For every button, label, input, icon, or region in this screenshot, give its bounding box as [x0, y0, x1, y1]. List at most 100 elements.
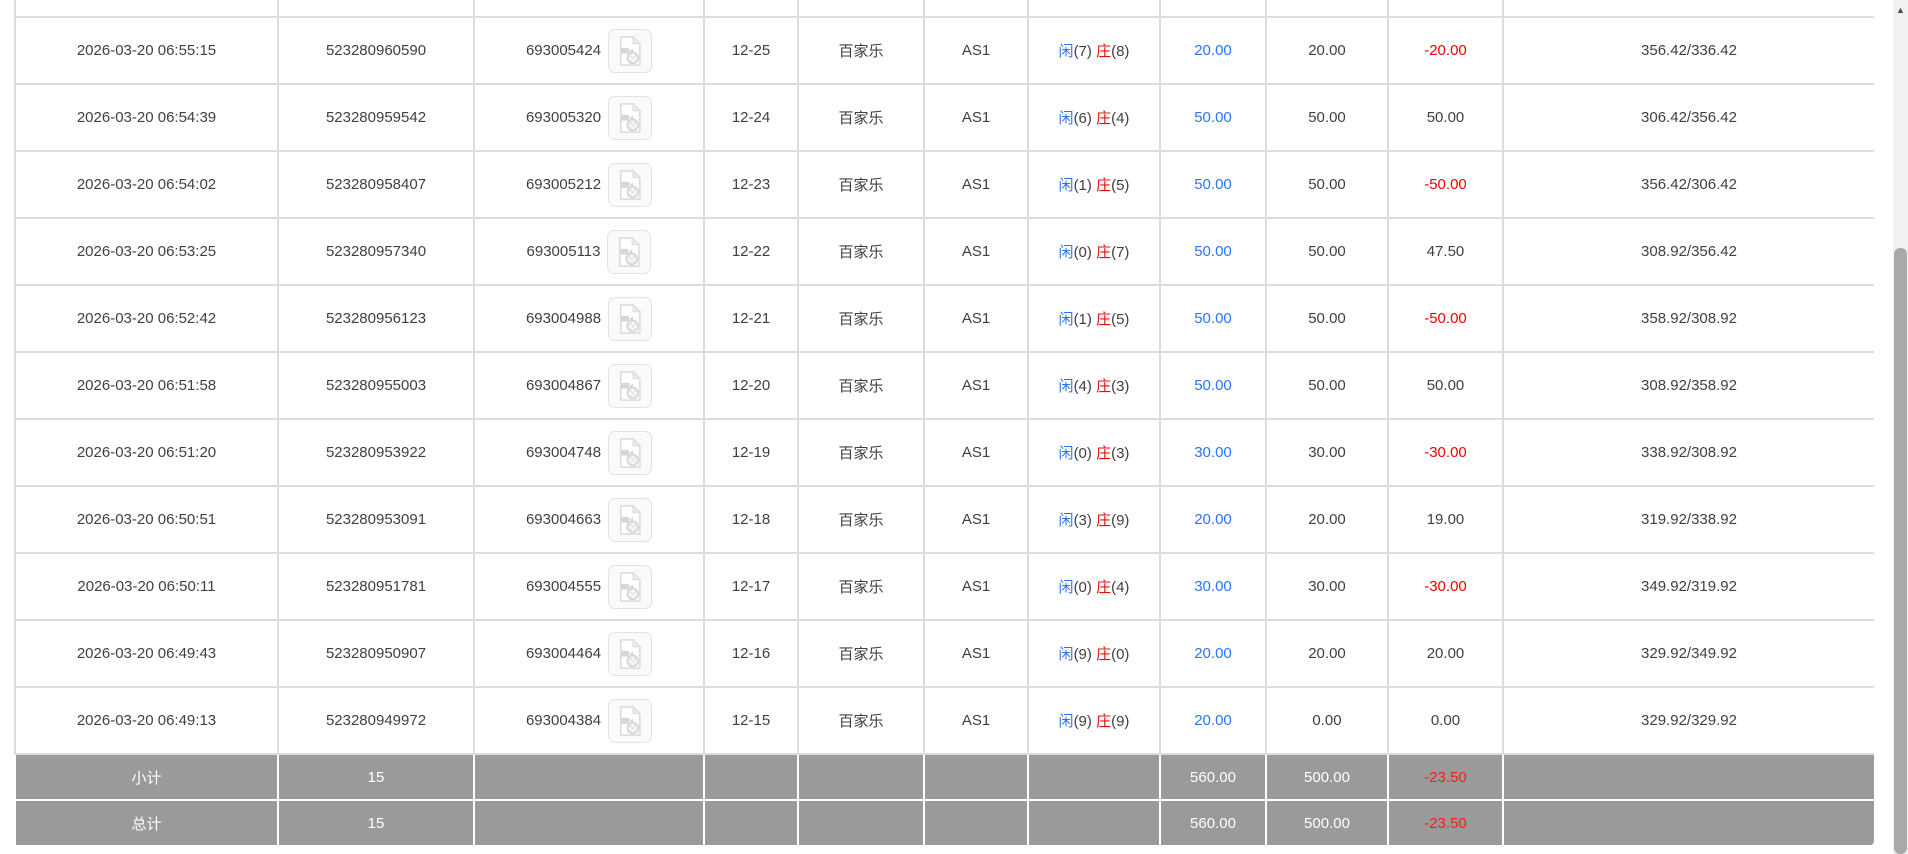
cell-valid-amount: 50.00	[1265, 150, 1389, 219]
video-file-icon	[619, 637, 642, 669]
cell-round: 12-24	[703, 83, 799, 152]
video-file-icon	[619, 570, 642, 602]
banker-label: 庄	[1096, 445, 1112, 462]
video-replay-button[interactable]	[607, 229, 652, 274]
cell-balance: 306.42/356.42	[1502, 83, 1874, 152]
table-row: 2026-03-20 06:53:25 523280957340 6930051…	[14, 217, 1874, 286]
cell-bet-amount: 20.00	[1159, 16, 1267, 85]
cell-balance: 358.92/308.92	[1502, 284, 1874, 353]
video-replay-button[interactable]	[608, 296, 653, 341]
banker-points: (3)	[1111, 378, 1130, 395]
cell-table-name: AS1	[923, 284, 1029, 353]
cell-bet-amount: 50.00	[1159, 217, 1267, 286]
game-number: 693004464	[525, 645, 602, 662]
player-points: (0)	[1073, 244, 1092, 261]
bet-records-table-wrap: 2026-03-20 06:55:15 523280960590 6930054…	[14, 0, 1874, 847]
cell-result: 闲(0) 庄(7)	[1027, 217, 1161, 286]
player-points: (6)	[1073, 110, 1092, 127]
cell-table-name: AS1	[923, 83, 1029, 152]
video-replay-button[interactable]	[608, 430, 653, 475]
video-replay-button[interactable]	[608, 497, 653, 542]
banker-label: 庄	[1096, 512, 1112, 529]
cell-valid-amount: 20.00	[1265, 619, 1389, 688]
cell-balance: 308.92/356.42	[1502, 217, 1874, 286]
cell-result: 闲(1) 庄(5)	[1027, 284, 1161, 353]
cell-win-loss: 50.00	[1387, 351, 1504, 420]
cell-balance: 338.92/308.92	[1502, 418, 1874, 487]
cell-round: 12-22	[703, 217, 799, 286]
cell-bet-id: 523280949972	[277, 686, 475, 755]
video-replay-button[interactable]	[608, 28, 653, 73]
cell-game-type: 百家乐	[797, 552, 925, 621]
scrollbar-thumb[interactable]	[1894, 248, 1907, 854]
player-points: (3)	[1073, 512, 1092, 529]
video-replay-button[interactable]	[608, 95, 653, 140]
player-label: 闲	[1058, 110, 1074, 127]
cell-bet-amount: 20.00	[1159, 485, 1267, 554]
game-number: 693005320	[525, 109, 602, 126]
cell-bet-time: 2026-03-20 06:49:13	[14, 686, 279, 755]
banker-points: (5)	[1111, 311, 1130, 328]
cell-bet-id: 523280957340	[277, 217, 475, 286]
cell-bet-time: 2026-03-20 06:55:15	[14, 16, 279, 85]
player-label: 闲	[1058, 445, 1074, 462]
cell-game-type: 百家乐	[797, 619, 925, 688]
cell-game-type: 百家乐	[797, 83, 925, 152]
video-file-icon	[619, 34, 642, 66]
video-replay-button[interactable]	[608, 631, 653, 676]
cell-bet-id: 523280956123	[277, 284, 475, 353]
cell-balance: 319.92/338.92	[1502, 485, 1874, 554]
video-file-icon	[619, 302, 642, 334]
cell-game-type: 百家乐	[797, 16, 925, 85]
game-number: 693005424	[525, 42, 602, 59]
video-replay-button[interactable]	[608, 363, 653, 408]
subtotal-valid-amount: 500.00	[1265, 753, 1389, 801]
cell-bet-amount: 50.00	[1159, 284, 1267, 353]
table-row: 2026-03-20 06:49:13 523280949972 6930043…	[14, 686, 1874, 755]
banker-points: (3)	[1111, 445, 1130, 462]
cell-game-type: 百家乐	[797, 284, 925, 353]
table-row: 2026-03-20 06:49:43 523280950907 6930044…	[14, 619, 1874, 688]
cell-valid-amount: 50.00	[1265, 351, 1389, 420]
cell-game-type: 百家乐	[797, 217, 925, 286]
player-label: 闲	[1058, 579, 1074, 596]
cell-result: 闲(0) 庄(3)	[1027, 418, 1161, 487]
cell-game-number: 693004555	[473, 552, 705, 621]
cell-valid-amount: 20.00	[1265, 485, 1389, 554]
subtotal-count: 15	[277, 753, 475, 801]
cell-bet-time: 2026-03-20 06:49:43	[14, 619, 279, 688]
game-number: 693004988	[525, 310, 602, 327]
table-row: 2026-03-20 06:50:11 523280951781 6930045…	[14, 552, 1874, 621]
table-row: 2026-03-20 06:55:15 523280960590 6930054…	[14, 16, 1874, 85]
video-replay-button[interactable]	[608, 162, 653, 207]
cell-game-number: 693004464	[473, 619, 705, 688]
total-valid-amount: 500.00	[1265, 799, 1389, 847]
banker-points: (9)	[1111, 713, 1130, 730]
cell-round: 12-25	[703, 16, 799, 85]
player-label: 闲	[1058, 378, 1074, 395]
banker-label: 庄	[1096, 244, 1112, 261]
video-replay-button[interactable]	[608, 698, 653, 743]
cell-round: 12-19	[703, 418, 799, 487]
cell-valid-amount: 50.00	[1265, 284, 1389, 353]
cell-result: 闲(9) 庄(9)	[1027, 686, 1161, 755]
cell-result: 闲(4) 庄(3)	[1027, 351, 1161, 420]
cell-game-type: 百家乐	[797, 418, 925, 487]
player-label: 闲	[1058, 646, 1074, 663]
player-points: (9)	[1073, 713, 1092, 730]
video-replay-button[interactable]	[608, 564, 653, 609]
cell-valid-amount: 50.00	[1265, 83, 1389, 152]
vertical-scrollbar[interactable]: ▲	[1893, 0, 1908, 854]
scrollbar-up-arrow-icon[interactable]: ▲	[1896, 5, 1905, 15]
banker-label: 庄	[1096, 646, 1112, 663]
cell-table-name: AS1	[923, 217, 1029, 286]
table-row: 2026-03-20 06:52:42 523280956123 6930049…	[14, 284, 1874, 353]
cell-game-number: 693004867	[473, 351, 705, 420]
cell-table-name: AS1	[923, 150, 1029, 219]
cell-bet-time: 2026-03-20 06:50:11	[14, 552, 279, 621]
table-row: 2026-03-20 06:51:20 523280953922 6930047…	[14, 418, 1874, 487]
cell-bet-time: 2026-03-20 06:54:02	[14, 150, 279, 219]
video-file-icon	[619, 369, 642, 401]
cell-table-name: AS1	[923, 351, 1029, 420]
cell-game-number: 693004748	[473, 418, 705, 487]
